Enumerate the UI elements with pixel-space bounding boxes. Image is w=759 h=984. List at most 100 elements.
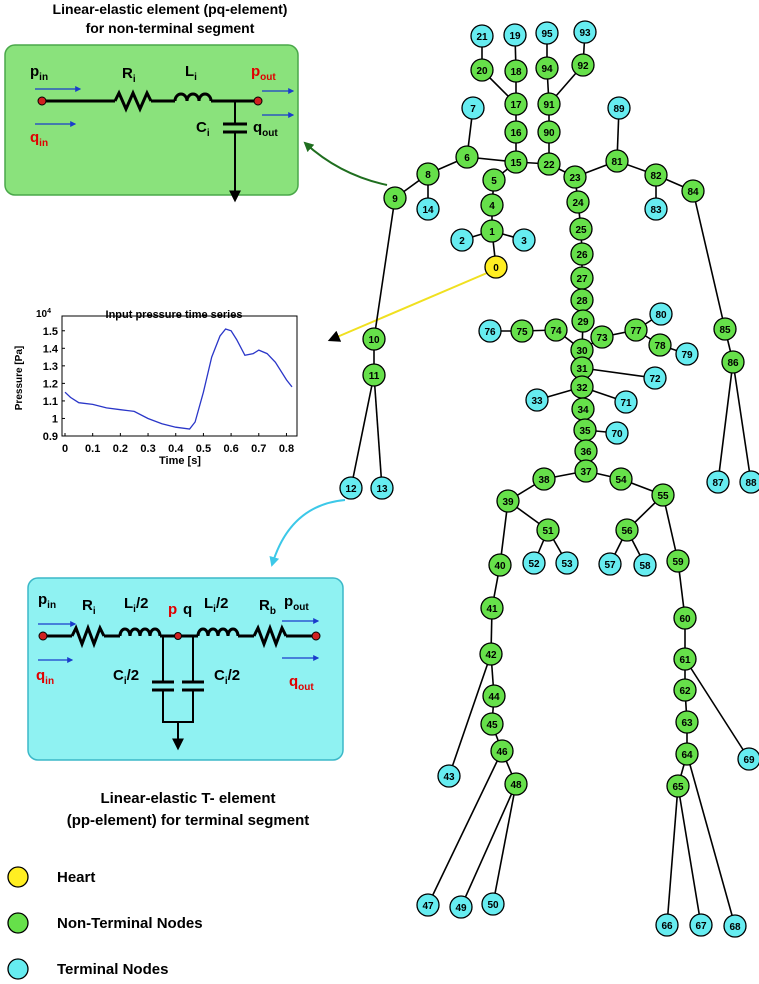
- label-sub: b: [270, 606, 276, 617]
- label-main: C: [113, 667, 124, 684]
- bottom-caption: Linear-elastic T- element: [100, 790, 275, 807]
- node-label: 21: [476, 32, 488, 43]
- label-sub: i: [133, 74, 136, 85]
- node-label: 75: [516, 327, 528, 338]
- node-label: 35: [579, 426, 591, 437]
- top-title: Linear-elastic element (pq-element): [53, 1, 288, 17]
- node-label: 61: [679, 655, 691, 666]
- node-label: 68: [729, 922, 741, 933]
- label-main: L: [185, 63, 194, 80]
- node-label: 65: [672, 782, 684, 793]
- node-label: 62: [679, 686, 691, 697]
- node-label: 40: [494, 561, 506, 572]
- label-sub: in: [39, 72, 48, 83]
- label-sub: out: [293, 602, 309, 613]
- node-label: 92: [577, 61, 589, 72]
- legend-label: Heart: [57, 869, 95, 886]
- label-main: q: [253, 119, 262, 136]
- node-label: 30: [576, 346, 588, 357]
- y-tick-label: 1.4: [43, 343, 59, 355]
- nodes: 0123456789101112131415161718192021222324…: [340, 21, 759, 937]
- node-label: 2: [459, 236, 465, 247]
- node-label: 16: [510, 128, 522, 139]
- label-main: L: [124, 595, 133, 612]
- label-main: q: [289, 673, 298, 690]
- node-label: 8: [425, 170, 431, 181]
- node-label: 11: [369, 371, 380, 382]
- node-label: 39: [502, 497, 514, 508]
- label-main: p: [30, 63, 39, 80]
- edge: [374, 198, 395, 339]
- node-label: 31: [576, 364, 588, 375]
- circuit-label: p: [168, 601, 177, 618]
- node-label: 69: [743, 755, 755, 766]
- circuit-label: q: [183, 601, 192, 618]
- node-label: 49: [455, 903, 467, 914]
- label-sub: in: [39, 138, 48, 149]
- node-label: 64: [681, 750, 693, 761]
- node-label: 5: [491, 176, 497, 187]
- node-label: 4: [489, 201, 495, 212]
- label-main: R: [259, 597, 270, 614]
- label-main: R: [82, 597, 93, 614]
- label-sub: i: [194, 72, 197, 83]
- node-label: 50: [487, 900, 499, 911]
- label-sub: out: [298, 682, 314, 693]
- node-label: 44: [488, 692, 500, 703]
- connector-arrow: [305, 143, 387, 185]
- node-label: 42: [485, 650, 497, 661]
- node-label: 27: [576, 274, 588, 285]
- node-label: 9: [392, 194, 398, 205]
- label-main: q: [183, 601, 192, 618]
- label-sub: in: [47, 600, 56, 611]
- node-label: 46: [496, 747, 508, 758]
- node-label: 63: [681, 718, 693, 729]
- node-label: 45: [486, 720, 498, 731]
- node-label: 33: [531, 396, 543, 407]
- node-label: 87: [712, 478, 724, 489]
- node-label: 79: [681, 350, 693, 361]
- node-label: 6: [464, 153, 470, 164]
- node-label: 58: [639, 561, 651, 572]
- node-label: 86: [727, 358, 739, 369]
- node-label: 85: [719, 325, 731, 336]
- node-label: 1: [489, 227, 495, 238]
- y-tick-label: 1.5: [43, 326, 58, 338]
- node-label: 60: [679, 614, 691, 625]
- plot-frame: [62, 316, 297, 436]
- node-label: 41: [486, 604, 498, 615]
- node-label: 13: [376, 484, 388, 495]
- multiplier: 104: [36, 308, 51, 320]
- pressure-chart: 104Input pressure time seriesTime [s]Pre…: [14, 308, 297, 467]
- multiplier-base: 10: [36, 309, 48, 320]
- node-label: 91: [543, 100, 555, 111]
- chart-title: Input pressure time series: [106, 309, 243, 321]
- edge: [693, 191, 725, 329]
- x-tick-label: 0.4: [168, 443, 184, 455]
- node-label: 43: [443, 772, 455, 783]
- node-label: 28: [576, 296, 588, 307]
- x-tick-label: 0.2: [113, 443, 128, 455]
- node-label: 70: [611, 429, 623, 440]
- edge: [461, 784, 516, 907]
- node-label: 22: [543, 160, 555, 171]
- node-label: 48: [510, 780, 522, 791]
- x-tick-label: 0.5: [196, 443, 211, 455]
- node-label: 32: [576, 383, 588, 394]
- x-tick-label: 0.6: [223, 443, 238, 455]
- node-label: 12: [345, 484, 357, 495]
- label-suffix: /2: [216, 595, 229, 612]
- node-label: 59: [672, 557, 684, 568]
- label-sub: i: [93, 606, 96, 617]
- node-label: 76: [484, 327, 496, 338]
- x-tick-label: 0.3: [140, 443, 155, 455]
- y-tick-label: 0.9: [43, 431, 58, 443]
- node-label: 80: [655, 310, 667, 321]
- node-label: 17: [510, 100, 522, 111]
- x-tick-label: 0.7: [251, 443, 266, 455]
- node-label: 74: [550, 326, 562, 337]
- y-tick-label: 1: [52, 413, 58, 425]
- node-label: 19: [509, 31, 521, 42]
- label-main: p: [284, 593, 293, 610]
- label-main: C: [196, 119, 207, 136]
